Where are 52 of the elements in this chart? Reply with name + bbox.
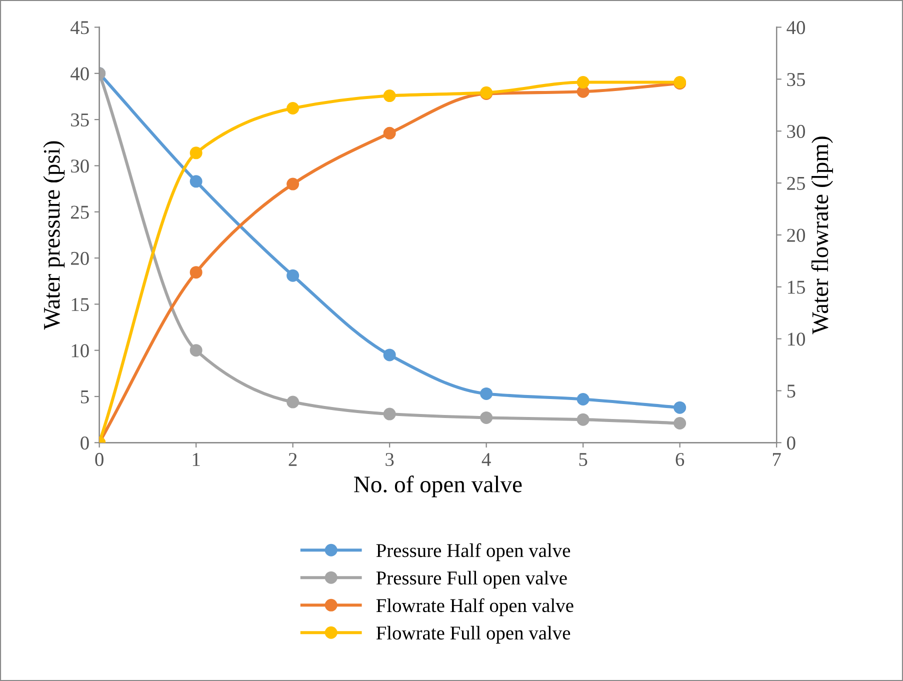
point: [674, 401, 686, 414]
y2-tick-label: 20: [787, 228, 806, 242]
y-tick-label: 35: [71, 113, 89, 126]
y-tick-label: 45: [70, 21, 89, 34]
x-tick-label: 6: [676, 452, 684, 466]
point: [576, 76, 590, 89]
y2-tick-label: 10: [788, 332, 806, 346]
point: [286, 102, 300, 114]
y-tick-label: 5: [81, 390, 89, 404]
point: [286, 396, 300, 408]
x-tick-label: 1: [192, 453, 200, 466]
y2-axis-title: Water flowrate (lpm): [811, 136, 833, 334]
y2-tick-label: 40: [786, 21, 806, 34]
y2-tick-label: 15: [788, 280, 805, 294]
y-tick-label: 30: [71, 160, 89, 173]
y-tick-label: 0: [80, 436, 89, 450]
point: [480, 411, 493, 424]
point: [286, 178, 300, 190]
point: [190, 146, 202, 160]
x-tick-label: 0: [95, 452, 104, 466]
y2-tick-label: 0: [787, 436, 796, 450]
point: [576, 413, 590, 426]
legend-label: Pressure Full open valve: [376, 570, 567, 589]
point: [190, 344, 202, 357]
x-axis-title: No. of open valve: [354, 476, 522, 498]
x-tick-label: 2: [288, 452, 297, 466]
point: [383, 126, 396, 140]
y2-tick-label: 25: [787, 176, 805, 190]
point: [383, 90, 396, 102]
y2-tick-label: 5: [787, 384, 796, 398]
point: [383, 348, 396, 362]
y-tick-label: 10: [72, 344, 89, 358]
point: [286, 269, 300, 282]
y-tick-label: 20: [71, 252, 89, 265]
point: [674, 417, 686, 430]
point: [383, 408, 396, 420]
point: [480, 387, 493, 400]
x-tick-label: 5: [579, 453, 588, 466]
y-axis-title: Water pressure (psi): [43, 141, 65, 330]
y2-tick-label: 35: [787, 73, 805, 86]
legend-label: Pressure Half open valve: [376, 543, 570, 562]
x-tick-label: 7: [773, 453, 781, 466]
point: [190, 175, 202, 188]
y-tick-label: 15: [72, 298, 89, 312]
y2-tick-label: 30: [787, 124, 806, 138]
point: [576, 393, 590, 406]
x-tick-label: 3: [386, 452, 394, 466]
x-tick-label: 4: [482, 453, 491, 466]
y-tick-label: 25: [71, 206, 89, 219]
legend-label: Flowrate Full open valve: [376, 626, 570, 644]
legend-label: Flowrate Half open valve: [376, 598, 574, 616]
y-tick-label: 40: [70, 67, 89, 80]
